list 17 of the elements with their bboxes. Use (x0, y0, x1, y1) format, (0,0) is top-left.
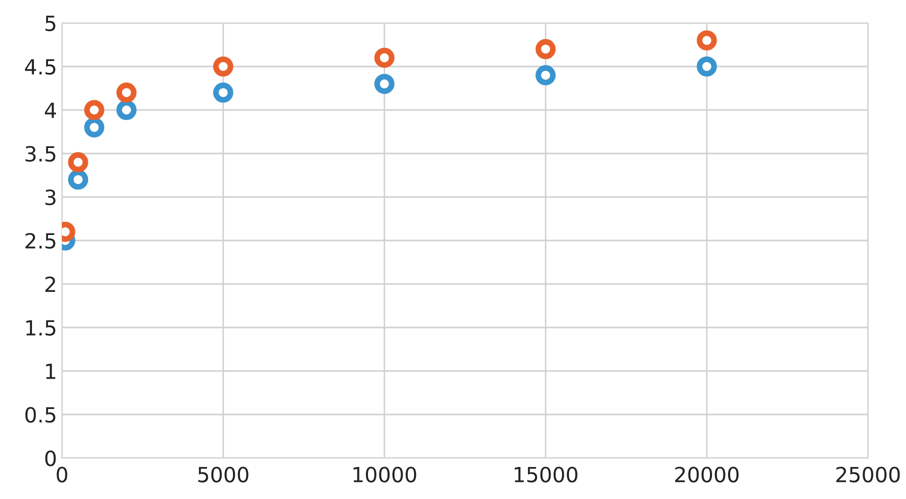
x-tick-label: 10000 (354, 466, 416, 482)
y-tick-label: 4 (44, 102, 56, 118)
y-tick-label: 0 (45, 450, 56, 466)
x-tick-label: 20000 (675, 466, 739, 482)
x-tick-label: 15000 (514, 466, 578, 482)
y-tick-label: 2.5 (26, 232, 56, 249)
y-tick-label: 3.5 (26, 146, 56, 162)
x-tick-label: 0 (56, 466, 68, 482)
y-tick-label: 2 (45, 276, 56, 292)
y-tick-label: 3 (45, 189, 56, 206)
y-tick-label: 0.5 (25, 406, 56, 423)
x-tick-label: 25000 (836, 466, 900, 482)
x-tick-label: 5000 (198, 466, 248, 482)
y-tick-label: 5 (45, 16, 56, 32)
y-tick-label: 4.5 (25, 59, 56, 75)
y-tick-label: 1 (46, 364, 56, 379)
y-tick-label: 1.5 (26, 320, 56, 336)
